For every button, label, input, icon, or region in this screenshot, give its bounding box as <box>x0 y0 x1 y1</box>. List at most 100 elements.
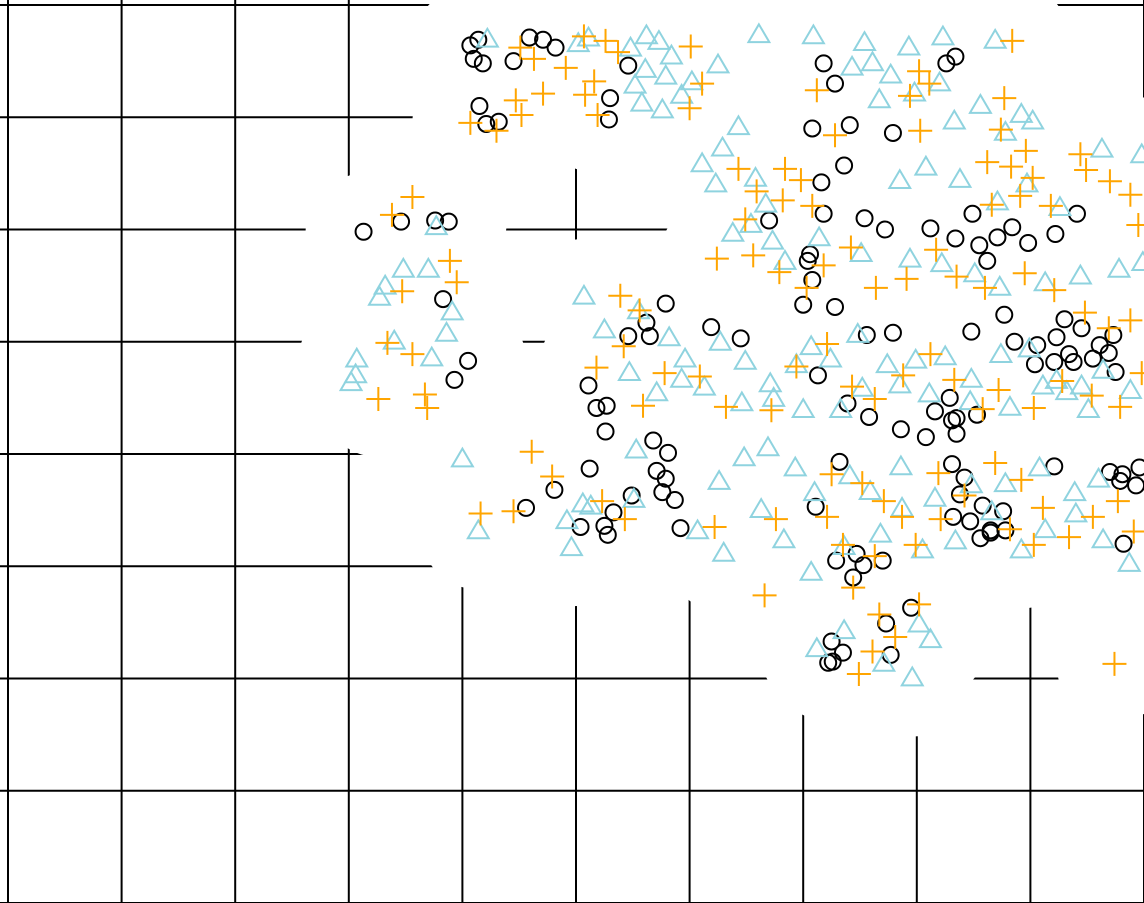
circle-point <box>656 294 675 313</box>
circle-point <box>833 643 852 662</box>
triangle-point <box>1068 263 1093 285</box>
plus-point <box>1068 142 1093 167</box>
circle-point <box>653 483 672 502</box>
circle-point <box>392 212 411 231</box>
triangle-point <box>705 52 731 74</box>
triangle-point <box>711 540 736 562</box>
plus-point <box>823 123 848 148</box>
circle-point <box>473 54 492 73</box>
circle-point <box>943 455 962 474</box>
plus-point <box>1118 308 1143 333</box>
triangle-point <box>733 348 758 370</box>
plus-point <box>860 639 885 664</box>
triangle-point <box>618 35 643 57</box>
plus-point <box>979 192 1004 217</box>
circle-point <box>597 396 616 415</box>
plus-point <box>815 504 840 529</box>
plus-point <box>726 156 751 181</box>
circle-point <box>595 516 614 535</box>
plus-point <box>1097 169 1122 194</box>
circle-point <box>1127 476 1144 495</box>
circle-point <box>644 431 663 450</box>
plus-point <box>811 253 836 278</box>
plus-point <box>763 507 788 532</box>
plus-point <box>788 168 813 193</box>
triangle-point <box>1130 250 1144 271</box>
triangle-point <box>867 87 892 109</box>
triangle-point <box>624 437 649 459</box>
triangle-point <box>633 57 658 78</box>
circle-point <box>477 114 496 133</box>
triangle-point <box>466 518 491 540</box>
circle-point <box>940 388 959 407</box>
plus-point <box>1072 300 1097 325</box>
triangle-point <box>703 171 728 193</box>
circle-point <box>803 119 822 138</box>
plus-point <box>1020 165 1045 190</box>
plus-point <box>444 270 469 295</box>
circle-point <box>981 523 1000 542</box>
triangle-point <box>852 30 877 51</box>
triangle-point <box>988 342 1014 364</box>
plus-point <box>540 464 565 489</box>
triangle-point <box>634 23 659 45</box>
plus-point <box>767 260 792 285</box>
plus-point <box>867 602 892 627</box>
plus-point <box>687 364 712 389</box>
triangle-point <box>783 455 808 477</box>
triangle-point <box>559 535 584 557</box>
triangle-point <box>1118 378 1143 399</box>
circle-point <box>520 28 539 47</box>
plus-point <box>606 40 631 65</box>
triangle-point <box>933 344 958 366</box>
plus-point <box>1126 213 1144 238</box>
plus-point <box>704 246 729 271</box>
plus-point <box>593 28 618 53</box>
triangle-point <box>450 446 475 468</box>
triangle-point <box>729 390 755 412</box>
circle-point <box>808 366 827 385</box>
triangle-point <box>1106 256 1132 278</box>
triangle-point <box>1062 480 1087 502</box>
plus-point <box>437 248 462 273</box>
triangle-point <box>685 518 710 540</box>
triangle-point <box>710 135 735 157</box>
circle-point <box>671 519 690 538</box>
triangle-point <box>979 499 1004 521</box>
triangle-point <box>993 471 1018 493</box>
triangle-point <box>669 82 694 104</box>
triangle-point <box>382 328 407 350</box>
plus-point <box>1021 395 1046 420</box>
triangle-point <box>416 256 441 278</box>
plus-point <box>752 583 777 608</box>
circle-point <box>944 507 963 526</box>
plus-point <box>1050 369 1075 394</box>
circle-point <box>622 486 641 505</box>
circle-point <box>891 420 910 439</box>
circle-point <box>545 480 564 499</box>
triangle-point <box>922 485 948 507</box>
plus-point <box>1000 28 1025 53</box>
plus-point <box>1074 158 1099 183</box>
circle-point <box>1099 343 1118 362</box>
plus-point <box>484 118 509 143</box>
circle-point <box>826 74 845 93</box>
triangle-point <box>868 521 893 543</box>
circle-point <box>640 327 659 346</box>
triangle-point <box>798 560 824 581</box>
plus-point <box>1080 504 1105 529</box>
circle-point <box>1114 534 1133 553</box>
mask-disc <box>1075 473 1144 590</box>
triangle-point <box>424 214 449 236</box>
plus-point <box>903 532 928 557</box>
plus-point <box>1013 138 1038 163</box>
plus-point <box>773 156 798 181</box>
plus-point <box>986 378 1011 403</box>
triangle-point <box>367 284 392 306</box>
triangle-point <box>942 108 967 130</box>
circle-point <box>835 156 854 175</box>
triangle-point <box>918 627 943 649</box>
plus-point <box>840 374 865 399</box>
circle-point <box>434 290 453 309</box>
